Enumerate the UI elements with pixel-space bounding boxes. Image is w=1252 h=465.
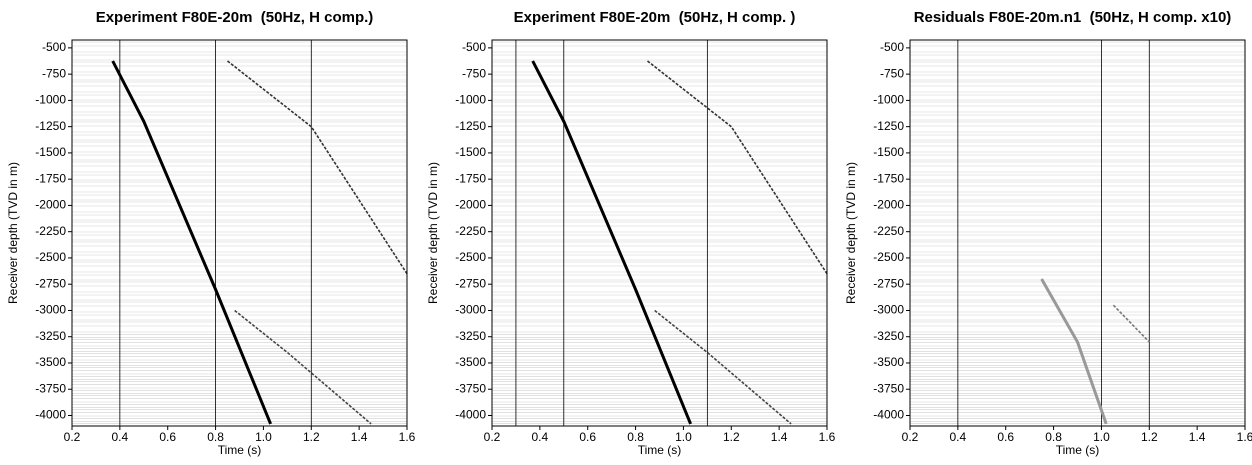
panel: Experiment F80E-20m (50Hz, H comp. ) -500…	[426, 9, 835, 457]
x-tick-label: 1.0	[255, 430, 272, 444]
y-tick-label: -1250	[455, 119, 486, 133]
y-tick-label: -2250	[455, 224, 486, 238]
x-tick-label: 0.8	[1045, 430, 1062, 444]
y-tick-label: -4000	[35, 408, 66, 422]
y-tick-label: -1750	[35, 171, 66, 185]
y-tick-label: -1500	[873, 145, 904, 159]
x-tick-label: 1.0	[675, 430, 692, 444]
y-tick-label: -3750	[455, 381, 486, 395]
x-tick-label: 0.6	[997, 430, 1014, 444]
plot-frame	[491, 39, 828, 427]
x-tick-label: 1.2	[723, 430, 740, 444]
x-tick-label: 1.6	[819, 430, 836, 444]
y-tick-label: -750	[462, 66, 486, 80]
x-axis-label: Time (s)	[638, 443, 682, 457]
plot-frame	[71, 39, 408, 427]
y-tick-label: -3500	[35, 355, 66, 369]
y-tick-label: -2000	[455, 198, 486, 212]
y-tick-label: -1750	[873, 171, 904, 185]
x-tick-label: 1.4	[771, 430, 788, 444]
x-tick-label: 1.4	[351, 430, 368, 444]
x-tick-label: 0.8	[207, 430, 224, 444]
y-tick-label: -2500	[455, 250, 486, 264]
y-tick-label: -2000	[873, 198, 904, 212]
y-tick-label: -1750	[455, 171, 486, 185]
y-tick-label: -3250	[873, 329, 904, 343]
y-tick-label: -2750	[35, 276, 66, 290]
event-line	[111, 60, 272, 425]
x-tick-label: 0.4	[950, 430, 967, 444]
y-tick-label: -4000	[455, 408, 486, 422]
panel: Residuals F80E-20m.n1 (50Hz, H comp. x10…	[844, 9, 1252, 457]
y-tick-label: -1250	[873, 119, 904, 133]
y-tick-label: -750	[880, 66, 904, 80]
event-line	[531, 60, 692, 425]
y-tick-label: -1000	[35, 93, 66, 107]
y-tick-label: -750	[42, 66, 66, 80]
y-tick-label: -2000	[35, 198, 66, 212]
y-axis-label: Receiver depth (TVD in m)	[426, 162, 440, 304]
y-tick-label: -3000	[455, 303, 486, 317]
panel-title: Experiment F80E-20m (50Hz, H comp. )	[514, 9, 796, 26]
y-tick-label: -2750	[873, 276, 904, 290]
y-tick-label: -3500	[455, 355, 486, 369]
y-tick-label: -2750	[455, 276, 486, 290]
event-line	[654, 309, 792, 425]
y-tick-label: -500	[462, 40, 486, 54]
panel-title: Residuals F80E-20m.n1 (50Hz, H comp. x10…	[914, 9, 1232, 26]
y-tick-label: -1250	[35, 119, 66, 133]
x-tick-label: 0.6	[579, 430, 596, 444]
x-tick-label: 1.0	[1093, 430, 1110, 444]
x-tick-label: 0.2	[64, 430, 81, 444]
x-axis-label: Time (s)	[1056, 443, 1100, 457]
y-tick-label: -3750	[35, 381, 66, 395]
x-tick-label: 0.4	[112, 430, 129, 444]
event-line	[1040, 278, 1108, 425]
event-line	[227, 60, 408, 275]
x-tick-label: 1.2	[1141, 430, 1158, 444]
event-line	[234, 309, 372, 425]
x-tick-label: 0.2	[902, 430, 919, 444]
x-tick-label: 0.2	[484, 430, 501, 444]
y-tick-label: -1000	[873, 93, 904, 107]
trace-background	[492, 41, 827, 424]
event-line	[1112, 304, 1150, 343]
trace-background	[72, 41, 407, 424]
y-tick-label: -2500	[873, 250, 904, 264]
x-tick-label: 1.4	[1189, 430, 1206, 444]
trace-background	[910, 41, 1245, 424]
x-tick-label: 0.6	[159, 430, 176, 444]
x-tick-label: 1.6	[1237, 430, 1252, 444]
y-tick-label: -1000	[455, 93, 486, 107]
x-tick-label: 1.6	[399, 430, 416, 444]
y-tick-label: -1500	[35, 145, 66, 159]
y-tick-label: -3750	[873, 381, 904, 395]
y-tick-label: -2500	[35, 250, 66, 264]
y-tick-label: -2250	[873, 224, 904, 238]
y-axis-label: Receiver depth (TVD in m)	[6, 162, 20, 304]
y-tick-label: -2250	[35, 224, 66, 238]
y-tick-label: -3250	[455, 329, 486, 343]
y-tick-label: -3000	[873, 303, 904, 317]
y-tick-label: -3500	[873, 355, 904, 369]
y-tick-label: -500	[42, 40, 66, 54]
x-tick-label: 0.8	[627, 430, 644, 444]
x-axis-label: Time (s)	[218, 443, 262, 457]
x-tick-label: 1.2	[303, 430, 320, 444]
y-axis-label: Receiver depth (TVD in m)	[844, 162, 858, 304]
panel-title: Experiment F80E-20m (50Hz, H comp.)	[96, 9, 374, 26]
y-tick-label: -3250	[35, 329, 66, 343]
y-tick-label: -500	[880, 40, 904, 54]
plot-frame	[909, 39, 1246, 427]
y-tick-label: -3000	[35, 303, 66, 317]
y-tick-label: -4000	[873, 408, 904, 422]
x-tick-label: 0.4	[532, 430, 549, 444]
y-tick-label: -1500	[455, 145, 486, 159]
event-line	[647, 60, 828, 275]
panel: Experiment F80E-20m (50Hz, H comp.) -500 -…	[6, 9, 415, 457]
